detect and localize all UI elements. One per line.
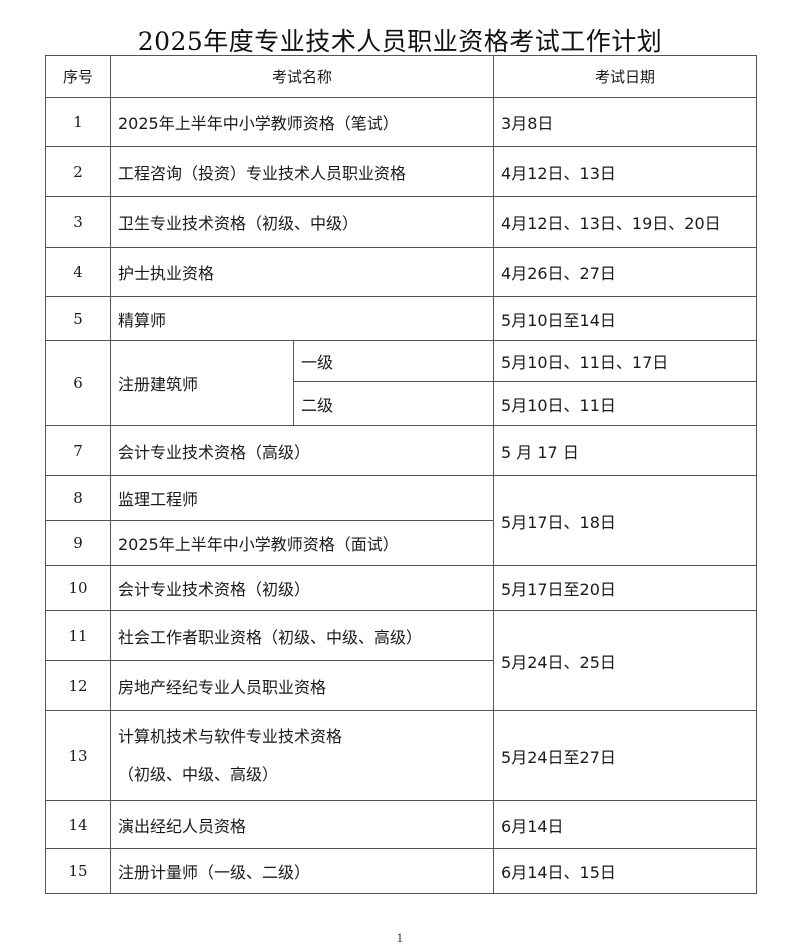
- table-row: 12 房地产经纪专业人员职业资格: [45, 660, 757, 711]
- table-row: 2 工程咨询（投资）专业技术人员职业资格 4月12日、13日: [45, 146, 758, 197]
- table-row: 10 会计专业技术资格（初级） 5月17日至20日: [45, 565, 758, 611]
- table-row: 6 注册建筑师 一级 5月10日、11日、17日: [45, 340, 758, 426]
- table-row: 二级 5月10日、11日: [46, 381, 758, 426]
- row-seq: 6: [45, 340, 111, 426]
- row-date: 5月24日至27日: [493, 710, 758, 801]
- row-seq: 11: [45, 610, 111, 661]
- row-name: 演出经纪人员资格: [109, 800, 495, 849]
- row-seq: 2: [45, 146, 111, 197]
- table-row: 5 精算师 5月10日至14日: [45, 296, 758, 341]
- row-seq: 8: [45, 475, 111, 521]
- row-seq: 5: [45, 296, 111, 341]
- row-seq: 7: [45, 425, 111, 476]
- row-seq: 15: [45, 848, 111, 894]
- row-date: 4月26日、27日: [493, 247, 758, 297]
- row-name: 精算师: [109, 296, 495, 341]
- row-name: 计算机技术与软件专业技术资格 （初级、中级、高级）: [109, 710, 495, 801]
- table-row: 14 演出经纪人员资格 6月14日: [45, 800, 758, 849]
- row-name-line1: 计算机技术与软件专业技术资格: [118, 726, 343, 746]
- header-seq: 序号: [45, 55, 111, 98]
- row-name: 会计专业技术资格（高级）: [109, 425, 495, 476]
- row-name: 监理工程师: [109, 475, 495, 521]
- table-row: 13 计算机技术与软件专业技术资格 （初级、中级、高级） 5月24日至27日: [45, 710, 758, 801]
- header-name: 考试名称: [109, 55, 495, 98]
- row-name: 2025年上半年中小学教师资格（笔试）: [109, 97, 495, 147]
- row-name-line2: （初级、中级、高级）: [118, 764, 279, 784]
- row-date: 5月24日、25日: [493, 610, 758, 711]
- document-title: 2025年度专业技术人员职业资格考试工作计划: [137, 27, 663, 56]
- table-row: 15 注册计量师（一级、二级） 6月14日、15日: [45, 848, 758, 894]
- row-date: 4月12日、13日、19日、20日: [493, 196, 758, 248]
- row-seq: 3: [45, 196, 111, 248]
- row-date: 6月14日、15日: [493, 848, 758, 894]
- row-date: 5 月 17 日: [493, 425, 758, 476]
- table-row: 1 2025年上半年中小学教师资格（笔试） 3月8日: [45, 97, 758, 147]
- table-row: 4 护士执业资格 4月26日、27日: [45, 247, 758, 297]
- row-sub-level: 二级: [292, 381, 495, 426]
- row-date: 5月17日至20日: [493, 565, 758, 611]
- row-seq: 1: [45, 97, 111, 147]
- row-name: 2025年上半年中小学教师资格（面试）: [109, 520, 495, 566]
- row-date: 3月8日: [493, 97, 758, 147]
- header-date: 考试日期: [493, 55, 758, 98]
- row-date: 5月10日至14日: [493, 296, 758, 341]
- row-name: 房地产经纪专业人员职业资格: [109, 660, 495, 711]
- table-row: 3 卫生专业技术资格（初级、中级） 4月12日、13日、19日、20日: [45, 196, 758, 248]
- table-row: 7 会计专业技术资格（高级） 5 月 17 日: [45, 425, 758, 476]
- row-date: 5月10日、11日、17日: [493, 340, 758, 382]
- exam-schedule-table: 序号 考试名称 考试日期 1 2025年上半年中小学教师资格（笔试） 3月8日 …: [45, 55, 758, 894]
- row-name: 卫生专业技术资格（初级、中级）: [109, 196, 495, 248]
- row-seq: 14: [45, 800, 111, 849]
- row-name: 社会工作者职业资格（初级、中级、高级）: [109, 610, 495, 661]
- row-seq: 12: [45, 660, 111, 711]
- row-seq: 13: [45, 710, 111, 801]
- row-sub-level: 一级: [292, 340, 495, 382]
- table-row: 11 社会工作者职业资格（初级、中级、高级） 5月24日、25日: [45, 610, 758, 711]
- row-name: 工程咨询（投资）专业技术人员职业资格: [109, 146, 495, 197]
- row-date: 5月17日、18日: [493, 475, 758, 566]
- row-date: 4月12日、13日: [493, 146, 758, 197]
- row-name: 会计专业技术资格（初级）: [109, 565, 495, 611]
- table-row: 8 监理工程师 5月17日、18日: [45, 475, 758, 566]
- row-seq: 4: [45, 247, 111, 297]
- row-date: 5月10日、11日: [493, 381, 758, 426]
- row-name: 注册计量师（一级、二级）: [109, 848, 495, 894]
- row-name: 注册建筑师: [110, 340, 294, 426]
- table-header-row: 序号 考试名称 考试日期: [45, 55, 758, 98]
- row-seq: 10: [45, 565, 111, 611]
- row-seq: 9: [45, 520, 111, 566]
- page-number: 1: [396, 932, 404, 945]
- row-name: 护士执业资格: [109, 247, 495, 297]
- row-date: 6月14日: [493, 800, 758, 849]
